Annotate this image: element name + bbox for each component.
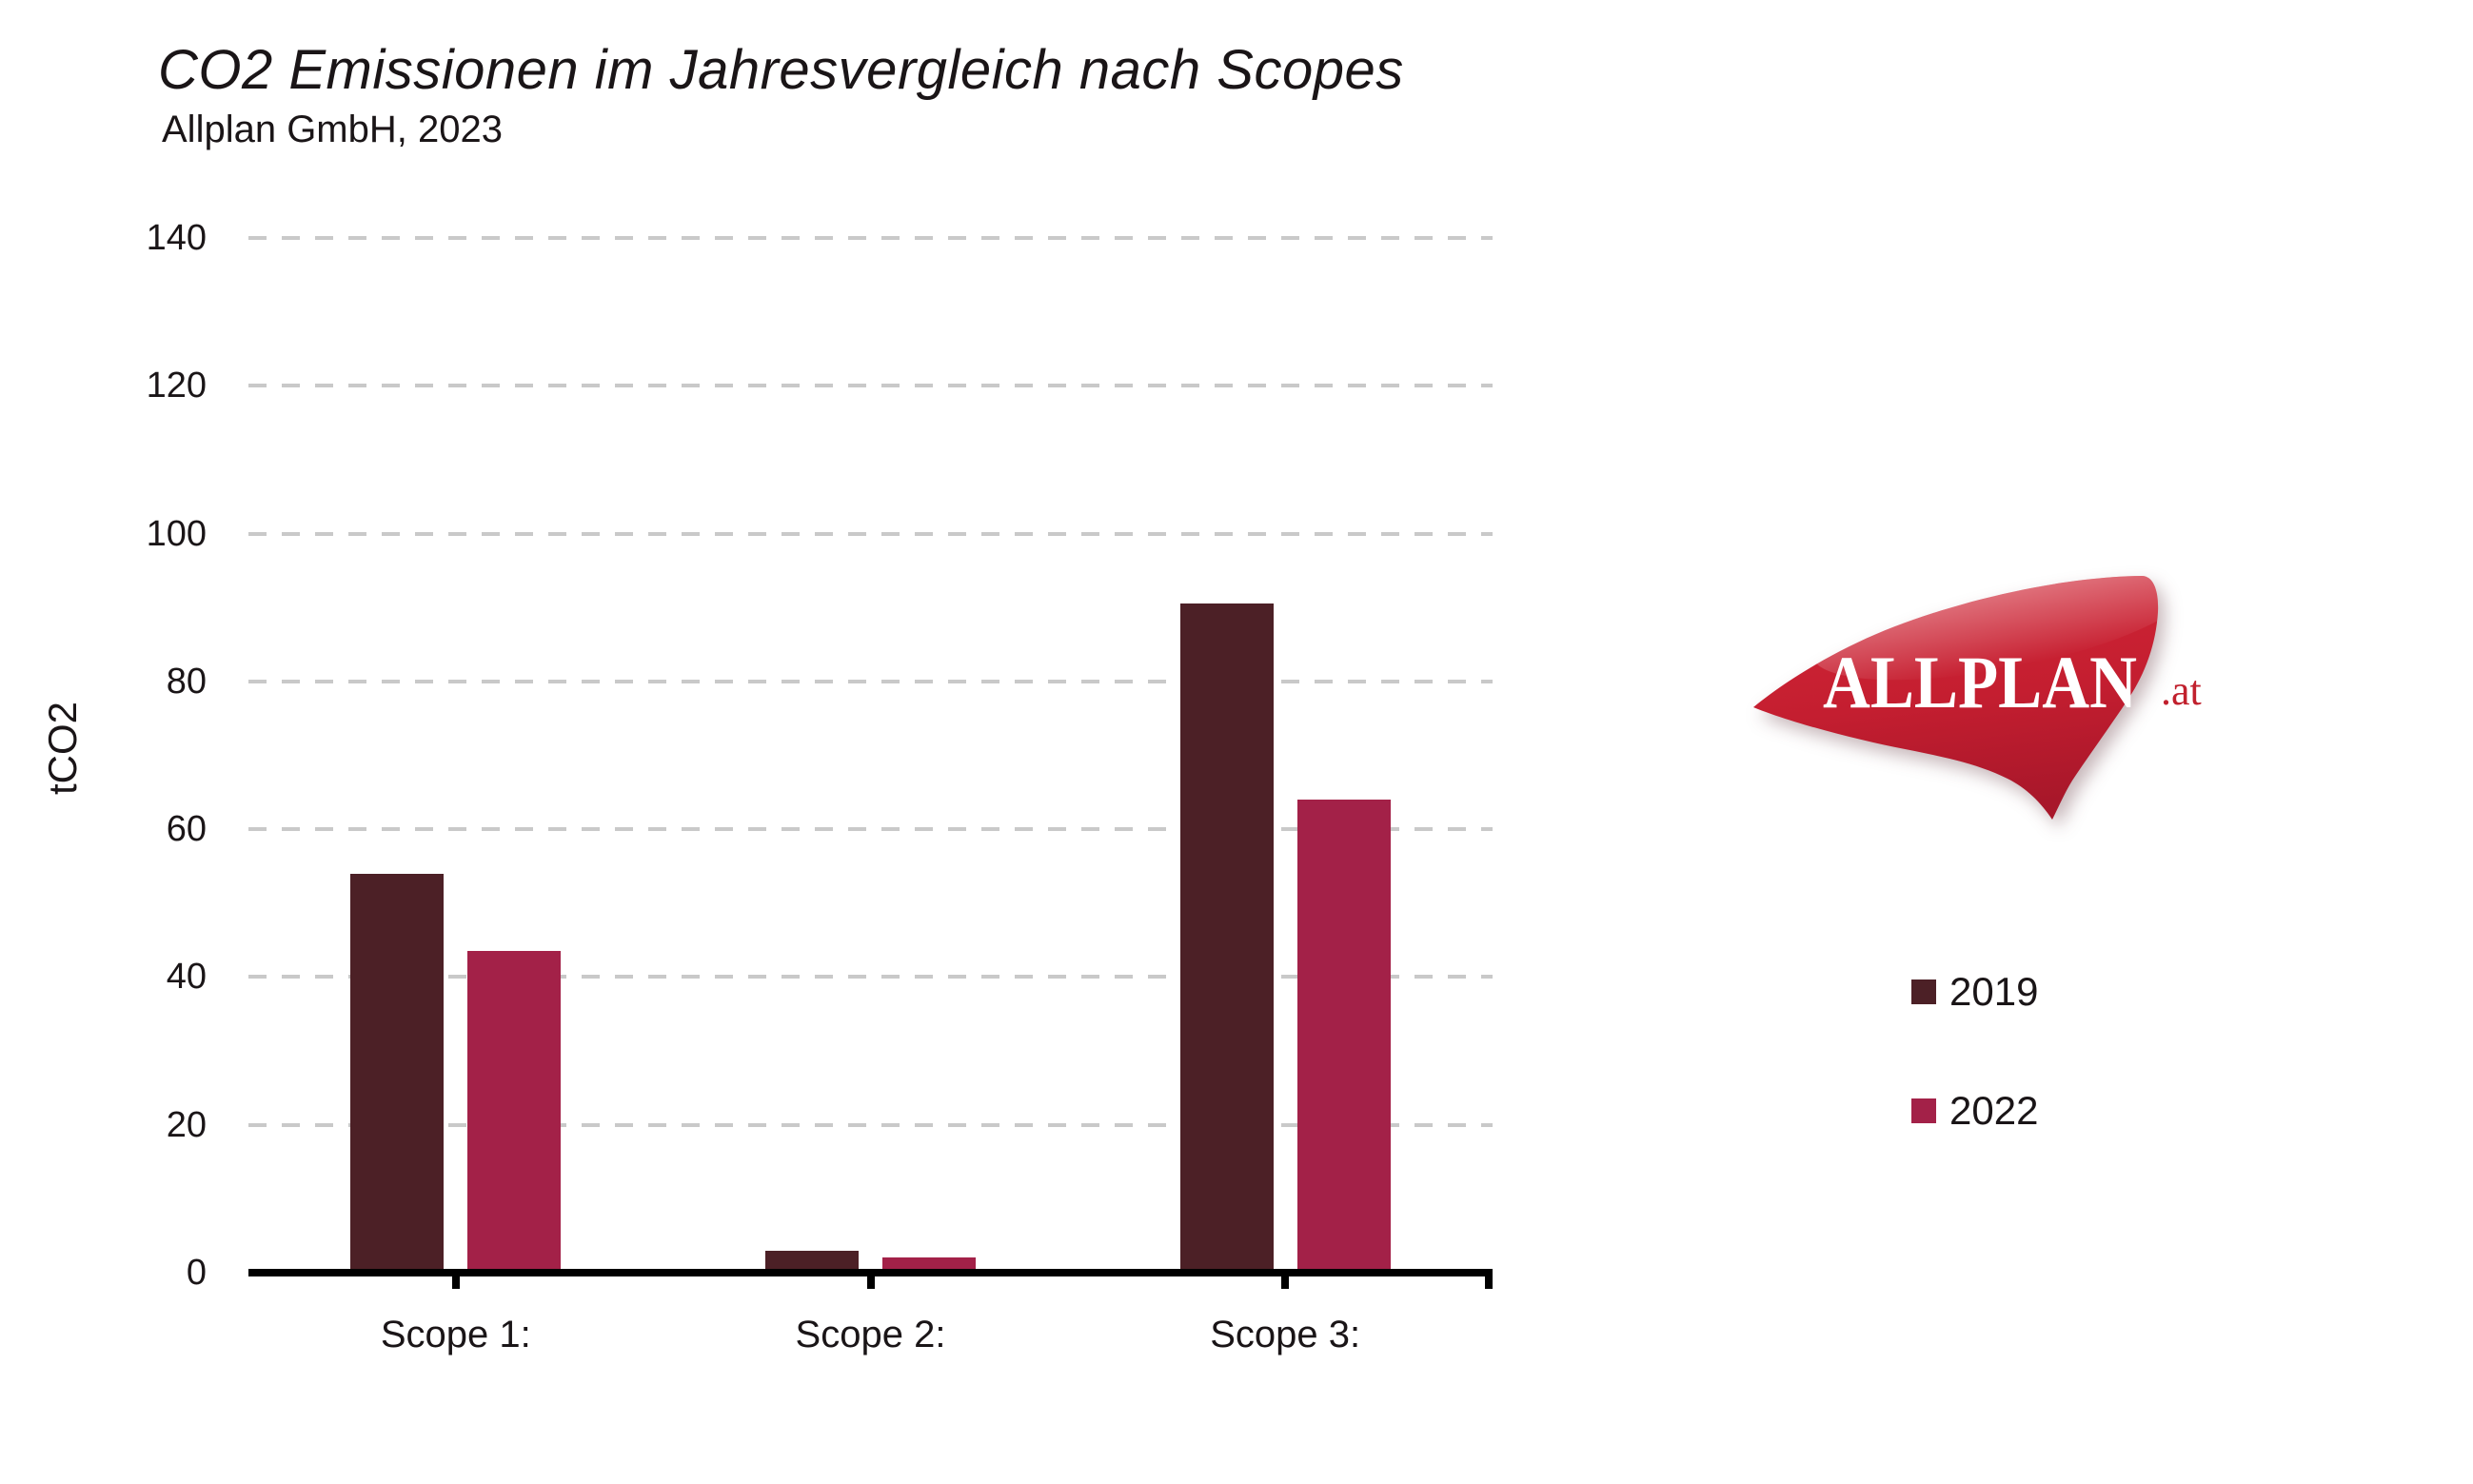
legend-swatch-2022	[1911, 1098, 1936, 1123]
gridline-y-60	[248, 827, 1493, 832]
logo-wordmark: ALLPLAN	[1823, 641, 2137, 723]
y-tick-label-120: 120	[146, 366, 207, 406]
gridline-y-80	[248, 679, 1493, 683]
legend-label-2019: 2019	[1949, 969, 2039, 1014]
chart-title: CO2 Emissionen im Jahresvergleich nach S…	[158, 39, 1404, 101]
logo-gloss-highlight	[1811, 576, 2159, 681]
gridline-y-20	[248, 1122, 1493, 1127]
y-tick-label-100: 100	[146, 513, 207, 554]
logo-domain-suffix: .at	[2161, 667, 2202, 714]
y-tick-label-140: 140	[146, 217, 207, 258]
bar-2019-1	[350, 873, 445, 1273]
gridline-y-40	[248, 975, 1493, 979]
x-category-label-1: Scope 1:	[380, 1314, 531, 1355]
y-tick-label-80: 80	[166, 661, 207, 702]
gridline-y-100	[248, 531, 1493, 536]
allplan-logo: ALLPLAN .at	[1753, 576, 2202, 820]
chart-subtitle: Allplan GmbH, 2023	[162, 109, 503, 150]
x-tick-1	[451, 1276, 460, 1289]
x-tick-2	[866, 1276, 875, 1289]
bar-2019-2	[765, 1250, 859, 1273]
bar-2022-1	[467, 951, 562, 1273]
gridline-y-120	[248, 384, 1493, 388]
y-tick-label-60: 60	[166, 809, 207, 850]
legend-item-2022: 2022	[1911, 1088, 2038, 1134]
gridline-y-140	[248, 235, 1493, 240]
y-tick-label-0: 0	[186, 1253, 207, 1293]
bar-2019-3	[1179, 603, 1274, 1273]
x-tick-axis-end	[1485, 1276, 1493, 1289]
bar-2022-3	[1296, 800, 1391, 1273]
legend-item-2019: 2019	[1911, 969, 2038, 1015]
x-axis-line	[248, 1269, 1493, 1276]
y-tick-label-40: 40	[166, 957, 207, 998]
x-tick-3	[1281, 1276, 1290, 1289]
legend-label-2022: 2022	[1949, 1088, 2039, 1133]
y-tick-label-20: 20	[166, 1104, 207, 1145]
x-category-label-3: Scope 3:	[1210, 1314, 1361, 1355]
x-category-label-2: Scope 2:	[795, 1314, 946, 1355]
legend-swatch-2019	[1911, 979, 1936, 1004]
